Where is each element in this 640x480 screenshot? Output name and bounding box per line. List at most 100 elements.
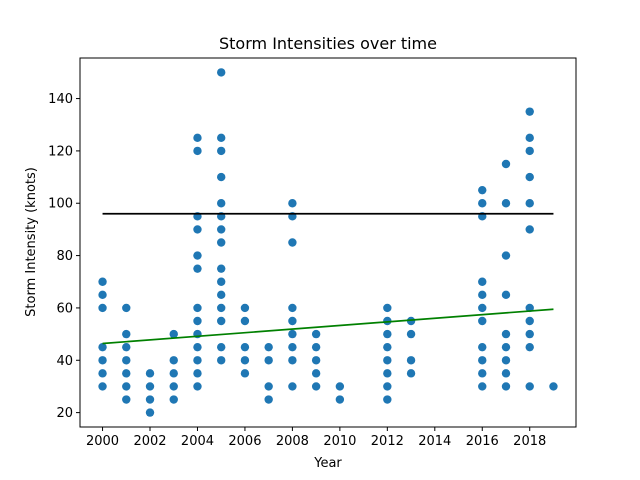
data-point: [169, 356, 178, 365]
data-point: [288, 199, 297, 208]
data-point: [335, 395, 345, 404]
x-tick-label: 2006: [228, 434, 261, 449]
data-point: [264, 395, 273, 404]
data-point: [98, 356, 107, 365]
axes-frame: [79, 57, 577, 428]
data-point: [193, 133, 202, 143]
data-point: [478, 277, 487, 286]
y-tick-label: 40: [56, 354, 73, 369]
data-point: [525, 342, 534, 352]
trend-line: [102, 308, 554, 345]
data-point: [193, 382, 202, 391]
data-point: [525, 172, 534, 182]
y-tick-label: 120: [48, 144, 73, 159]
data-point: [145, 408, 155, 417]
x-axis-label: Year: [313, 456, 342, 471]
data-point: [122, 369, 131, 378]
data-point: [383, 395, 392, 404]
data-point: [525, 133, 534, 143]
data-point: [145, 382, 155, 391]
data-point: [501, 356, 511, 365]
data-point: [383, 329, 392, 339]
x-tick-label: 2012: [371, 434, 404, 449]
data-point: [525, 225, 534, 234]
y-tick-label: 60: [56, 301, 73, 316]
data-point: [501, 199, 511, 208]
data-point: [240, 342, 250, 352]
y-tick-label: 20: [56, 406, 73, 421]
y-tick-label: 100: [48, 197, 73, 212]
data-point: [98, 342, 107, 352]
data-point: [311, 329, 321, 339]
data-point: [193, 146, 202, 156]
data-point: [501, 382, 511, 391]
data-point: [122, 342, 131, 352]
data-point: [217, 316, 226, 326]
data-point: [288, 329, 297, 339]
y-axis-label: Storm Intensity (knots): [24, 167, 39, 317]
data-point: [98, 290, 107, 300]
data-point: [217, 303, 226, 313]
data-point: [478, 382, 487, 391]
data-point: [264, 382, 273, 391]
data-point: [98, 277, 107, 286]
data-point: [501, 369, 511, 378]
x-tick-label: 2014: [418, 434, 451, 449]
data-point: [501, 251, 511, 260]
data-point: [501, 342, 511, 352]
x-tick-label: 2008: [276, 434, 309, 449]
data-point: [98, 303, 107, 313]
data-point: [98, 382, 107, 391]
data-point: [478, 316, 487, 326]
data-point: [240, 303, 250, 313]
data-point: [193, 303, 202, 313]
data-point: [217, 68, 226, 77]
data-point: [193, 264, 202, 273]
data-point: [217, 238, 226, 247]
data-point: [217, 199, 226, 208]
data-point: [478, 199, 487, 208]
data-point: [525, 199, 534, 208]
data-point: [217, 356, 226, 365]
data-point: [406, 316, 416, 326]
data-point: [122, 356, 131, 365]
x-tick-label: 2004: [181, 434, 214, 449]
data-point: [217, 342, 226, 352]
data-point: [383, 342, 392, 352]
x-tick-label: 2018: [513, 434, 546, 449]
data-point: [217, 146, 226, 156]
data-point: [288, 382, 297, 391]
data-point: [311, 342, 321, 352]
data-point: [383, 382, 392, 391]
data-point: [169, 382, 178, 391]
data-point: [383, 369, 392, 378]
data-point: [122, 303, 131, 313]
data-point: [501, 159, 511, 169]
data-point: [217, 277, 226, 286]
data-point: [193, 316, 202, 326]
data-point: [311, 369, 321, 378]
data-point: [525, 316, 534, 326]
data-point: [478, 342, 487, 352]
x-tick-label: 2010: [323, 434, 356, 449]
x-axis: 2000 2002 2004 2006 2008 2010 2012 2014 2016 2018: [86, 427, 546, 449]
y-axis: 20 40 60 80 100 120 140: [48, 92, 80, 421]
data-point: [217, 290, 226, 300]
data-point: [406, 329, 416, 339]
y-tick-label: 140: [48, 92, 73, 107]
x-tick-label: 2016: [466, 434, 499, 449]
data-point: [169, 395, 178, 404]
data-point: [406, 356, 416, 365]
chart-title: Storm Intensities over time: [219, 34, 437, 53]
data-point: [525, 107, 534, 116]
data-point: [122, 395, 131, 404]
data-point: [145, 369, 155, 378]
x-tick-label: 2000: [86, 434, 119, 449]
data-point: [122, 382, 131, 391]
data-point: [193, 225, 202, 234]
data-point: [193, 251, 202, 260]
data-point: [264, 356, 273, 365]
data-point: [240, 356, 250, 365]
